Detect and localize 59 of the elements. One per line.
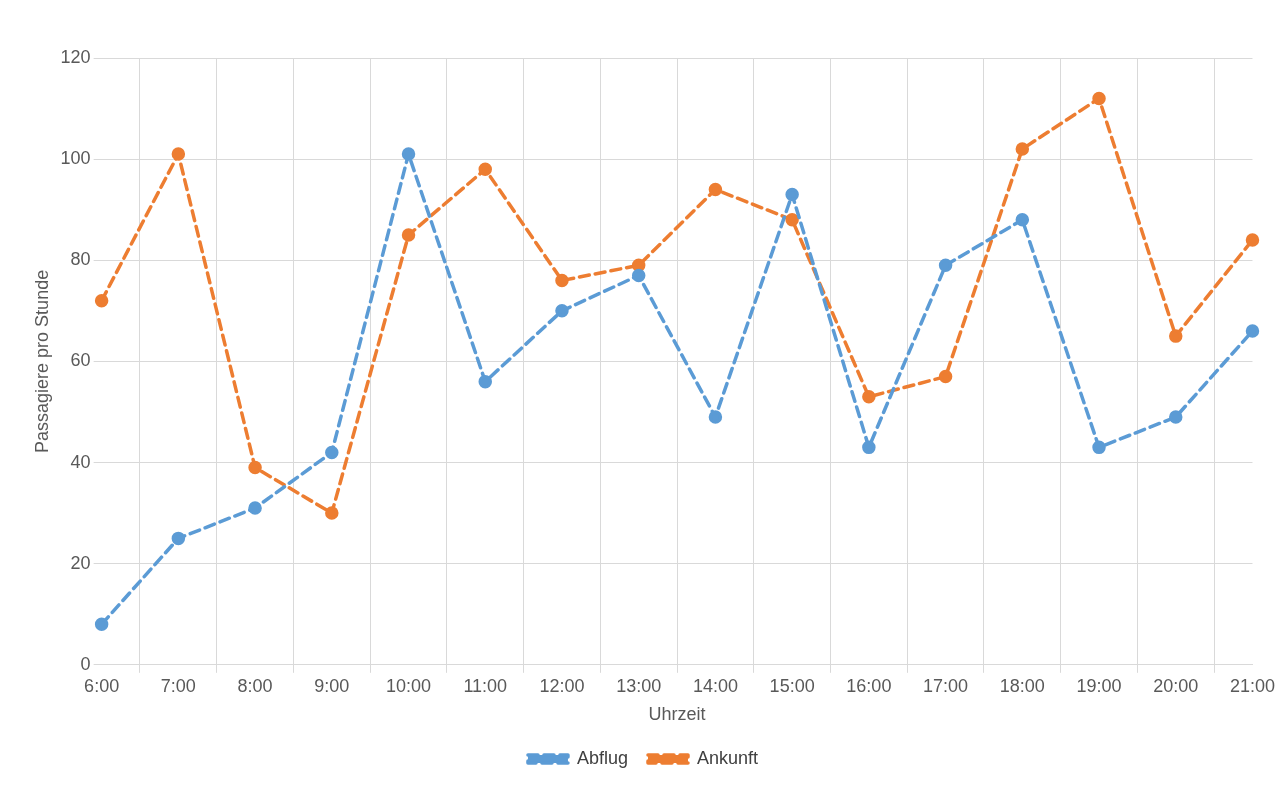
point (1015, 142, 1030, 156)
point (1169, 410, 1183, 424)
point (248, 501, 262, 515)
point (1245, 233, 1260, 247)
x-tick-label: 18:00 (999, 675, 1045, 696)
point (401, 147, 416, 161)
x-tick-label: 7:00 (160, 675, 196, 696)
point (938, 258, 953, 273)
point (1015, 213, 1030, 227)
point (1169, 329, 1183, 343)
y-tick-label: 20 (70, 552, 91, 573)
point (171, 531, 186, 546)
point (862, 440, 876, 455)
y-tick-label: 40 (70, 451, 91, 472)
y-axis-title: Passagiere pro Stunde (31, 269, 52, 453)
point (248, 460, 262, 475)
point (325, 506, 339, 520)
point (478, 374, 492, 389)
legend-label: Abflug (576, 747, 629, 768)
x-tick-label: 6:00 (84, 675, 120, 696)
x-tick-label: 20:00 (1153, 675, 1199, 696)
x-tick-label: 15:00 (769, 675, 815, 696)
point (785, 213, 799, 227)
point (555, 273, 569, 288)
x-tick-label: 21:00 (1229, 675, 1275, 696)
point (478, 162, 492, 176)
x-tick-label: 9:00 (314, 675, 350, 696)
y-tick-label: 80 (70, 249, 91, 270)
legend-label: Ankunft (697, 747, 759, 768)
point (785, 187, 799, 202)
x-tick-label: 19:00 (1076, 675, 1122, 696)
point (1245, 324, 1260, 338)
point (862, 390, 876, 404)
point (631, 258, 646, 273)
x-tick-label: 13:00 (616, 675, 662, 696)
y-tick-label: 100 (60, 148, 91, 169)
y-tick-label: 0 (80, 653, 91, 674)
x-tick-label: 11:00 (463, 675, 508, 696)
point (938, 369, 953, 384)
point (1092, 91, 1106, 106)
point (94, 617, 109, 632)
x-tick-label: 8:00 (237, 675, 273, 696)
x-tick-label: 10:00 (386, 675, 432, 696)
point (708, 410, 723, 424)
y-tick-label: 120 (60, 46, 91, 67)
x-tick-label: 14:00 (692, 675, 738, 696)
point (1092, 440, 1106, 455)
point (555, 304, 569, 318)
x-axis-title: Uhrzeit (648, 704, 706, 725)
point (631, 268, 646, 283)
point (94, 293, 109, 308)
y-tick-label: 60 (70, 350, 91, 371)
x-tick-label: 12:00 (539, 675, 585, 696)
point (325, 445, 339, 460)
point (708, 182, 723, 197)
point (401, 228, 416, 242)
x-tick-label: 16:00 (846, 675, 892, 696)
point (171, 147, 186, 161)
x-tick-label: 17:00 (923, 675, 969, 696)
